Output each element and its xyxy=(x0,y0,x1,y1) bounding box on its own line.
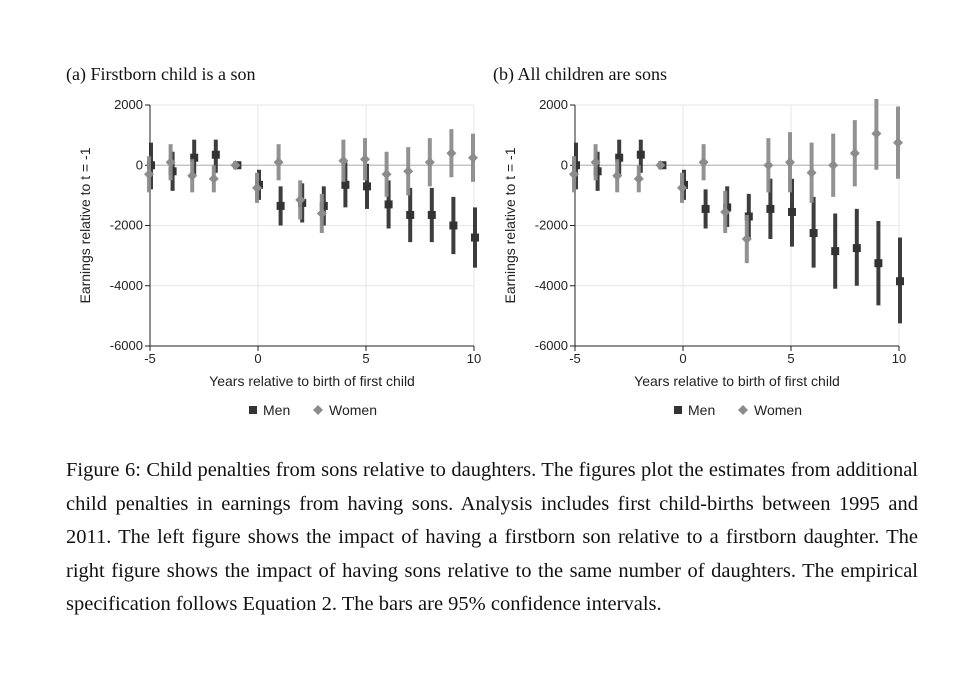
point-men xyxy=(341,180,350,189)
point-women xyxy=(165,157,176,168)
point-women xyxy=(144,169,154,180)
y-axis-title: Earnings relative to t = -1 xyxy=(502,147,518,303)
point-women xyxy=(338,155,349,166)
point-women xyxy=(720,206,731,217)
y-axis-title: Earnings relative to t = -1 xyxy=(77,147,93,303)
point-women xyxy=(403,166,414,177)
point-women xyxy=(741,234,752,245)
point-women xyxy=(633,173,644,184)
point-women xyxy=(569,169,579,180)
x-tick-label: 10 xyxy=(467,351,481,366)
grid xyxy=(149,104,475,347)
y-tick-label: 0 xyxy=(136,157,143,172)
point-men xyxy=(723,203,732,212)
chart-a-firstborn-son: 2000 0 -2000 -4000 -6000-5 0 5 10 Years relative… xyxy=(77,97,481,418)
point-men xyxy=(211,150,220,159)
legend-women-marker xyxy=(738,405,748,415)
y-tick-label: 0 xyxy=(561,157,568,172)
point-women xyxy=(316,208,327,219)
x-tick-label: 0 xyxy=(679,351,686,366)
point-women xyxy=(828,160,839,171)
point-women xyxy=(360,154,370,165)
legend-men-marker xyxy=(674,406,682,414)
point-women xyxy=(893,137,903,148)
point-men xyxy=(896,277,904,286)
grid xyxy=(574,104,900,347)
point-women xyxy=(230,160,241,171)
point-women xyxy=(677,182,687,193)
point-women xyxy=(806,167,817,178)
point-men xyxy=(701,204,710,213)
point-women xyxy=(871,128,882,139)
point-women xyxy=(252,182,262,193)
point-women xyxy=(468,152,478,163)
point-men xyxy=(874,259,883,268)
point-men xyxy=(788,207,796,216)
point-men xyxy=(471,233,479,242)
point-women xyxy=(424,157,435,168)
point-women xyxy=(849,148,860,159)
chart-a-title: (a) Firstborn child is a son xyxy=(66,64,256,84)
y-tick-label: 2000 xyxy=(539,97,568,112)
point-women xyxy=(381,169,392,180)
legend-men-label: Men xyxy=(688,402,715,418)
point-men xyxy=(168,167,177,176)
figure-caption: Figure 6: Child penalties from sons rela… xyxy=(66,459,918,615)
point-men xyxy=(766,204,775,213)
legend-men-label: Men xyxy=(263,402,290,418)
point-women xyxy=(446,148,457,159)
point-women xyxy=(612,170,623,181)
y-tick-label: -6000 xyxy=(110,338,143,353)
series-women xyxy=(144,129,478,234)
point-men xyxy=(427,210,436,219)
legend: Men Women xyxy=(249,402,377,418)
point-women xyxy=(590,157,601,168)
legend: Men Women xyxy=(674,402,802,418)
x-tick-label: -5 xyxy=(569,351,581,366)
y-tick-label: 2000 xyxy=(114,97,143,112)
point-men xyxy=(636,150,645,159)
legend-women-label: Women xyxy=(329,402,377,418)
x-axis-title: Years relative to birth of first child xyxy=(634,373,840,389)
chart-b-all-sons: 2000 0 -2000 -4000 -6000-5 0 5 10 Years relative… xyxy=(502,97,906,418)
legend-women-marker xyxy=(313,405,323,415)
point-men xyxy=(615,153,624,162)
point-men xyxy=(190,153,199,162)
y-tick-label: -4000 xyxy=(110,278,143,293)
x-tick-label: 10 xyxy=(892,351,906,366)
point-men xyxy=(363,182,371,191)
y-tick-label: -2000 xyxy=(535,218,568,233)
point-women xyxy=(698,157,709,168)
point-men xyxy=(449,221,458,230)
point-women xyxy=(295,194,306,205)
point-men xyxy=(276,201,285,210)
point-men xyxy=(298,198,307,207)
point-men xyxy=(831,247,840,256)
point-men xyxy=(809,229,818,238)
point-women xyxy=(655,160,666,171)
legend-men-marker xyxy=(249,406,257,414)
x-tick-label: -5 xyxy=(144,351,156,366)
point-men xyxy=(384,200,393,209)
y-tick-label: -4000 xyxy=(535,278,568,293)
x-tick-label: 5 xyxy=(362,351,369,366)
point-women xyxy=(763,160,774,171)
point-women xyxy=(208,173,219,184)
x-axis-title: Years relative to birth of first child xyxy=(209,373,415,389)
point-women xyxy=(273,157,284,168)
point-men xyxy=(852,244,861,253)
point-women xyxy=(785,157,795,168)
series-women xyxy=(569,98,903,264)
point-women xyxy=(187,170,198,181)
y-tick-label: -6000 xyxy=(535,338,568,353)
y-tick-label: -2000 xyxy=(110,218,143,233)
chart-b-title: (b) All children are sons xyxy=(493,64,667,84)
x-tick-label: 5 xyxy=(787,351,794,366)
x-tick-label: 0 xyxy=(254,351,261,366)
legend-women-label: Women xyxy=(754,402,802,418)
point-men xyxy=(406,210,415,219)
